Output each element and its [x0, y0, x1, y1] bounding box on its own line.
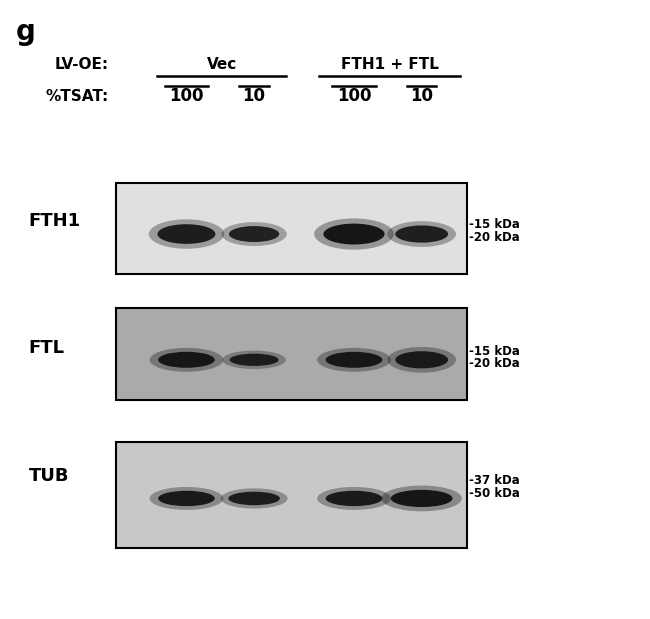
- Ellipse shape: [326, 352, 382, 368]
- Text: -37 kDa: -37 kDa: [469, 474, 520, 487]
- Ellipse shape: [220, 488, 287, 509]
- Ellipse shape: [326, 491, 382, 506]
- Text: -15 kDa: -15 kDa: [469, 345, 520, 358]
- Text: FTH1 + FTL: FTH1 + FTL: [341, 56, 438, 72]
- Ellipse shape: [228, 491, 280, 505]
- Text: 10: 10: [242, 87, 266, 105]
- Text: 10: 10: [410, 87, 433, 105]
- Ellipse shape: [149, 219, 224, 249]
- Ellipse shape: [157, 224, 215, 244]
- Ellipse shape: [387, 221, 456, 247]
- Ellipse shape: [150, 348, 224, 372]
- Text: 100: 100: [337, 87, 371, 105]
- Ellipse shape: [317, 348, 391, 372]
- Ellipse shape: [158, 491, 214, 506]
- Text: FTL: FTL: [29, 339, 64, 357]
- Text: -20 kDa: -20 kDa: [469, 357, 520, 370]
- Text: -15 kDa: -15 kDa: [469, 219, 520, 232]
- Ellipse shape: [387, 347, 456, 373]
- Text: LV-OE:: LV-OE:: [55, 56, 109, 72]
- Ellipse shape: [395, 351, 448, 368]
- Ellipse shape: [222, 222, 287, 246]
- Text: TUB: TUB: [29, 467, 69, 485]
- Text: -50 kDa: -50 kDa: [469, 487, 520, 500]
- Ellipse shape: [395, 225, 448, 243]
- Text: %TSAT:: %TSAT:: [46, 89, 109, 103]
- Text: FTH1: FTH1: [29, 212, 81, 230]
- Ellipse shape: [317, 487, 391, 510]
- Bar: [116, 308, 467, 400]
- Ellipse shape: [314, 219, 394, 249]
- Ellipse shape: [229, 353, 279, 366]
- Ellipse shape: [150, 487, 224, 510]
- Ellipse shape: [391, 490, 452, 507]
- Bar: [116, 183, 467, 274]
- Text: 100: 100: [169, 87, 203, 105]
- Text: -20 kDa: -20 kDa: [469, 231, 520, 244]
- Ellipse shape: [222, 350, 286, 369]
- Ellipse shape: [229, 226, 280, 242]
- Ellipse shape: [382, 485, 462, 511]
- Text: g: g: [16, 18, 36, 46]
- Ellipse shape: [324, 223, 385, 245]
- Text: Vec: Vec: [207, 56, 237, 72]
- Ellipse shape: [158, 352, 214, 368]
- Bar: [116, 442, 467, 548]
